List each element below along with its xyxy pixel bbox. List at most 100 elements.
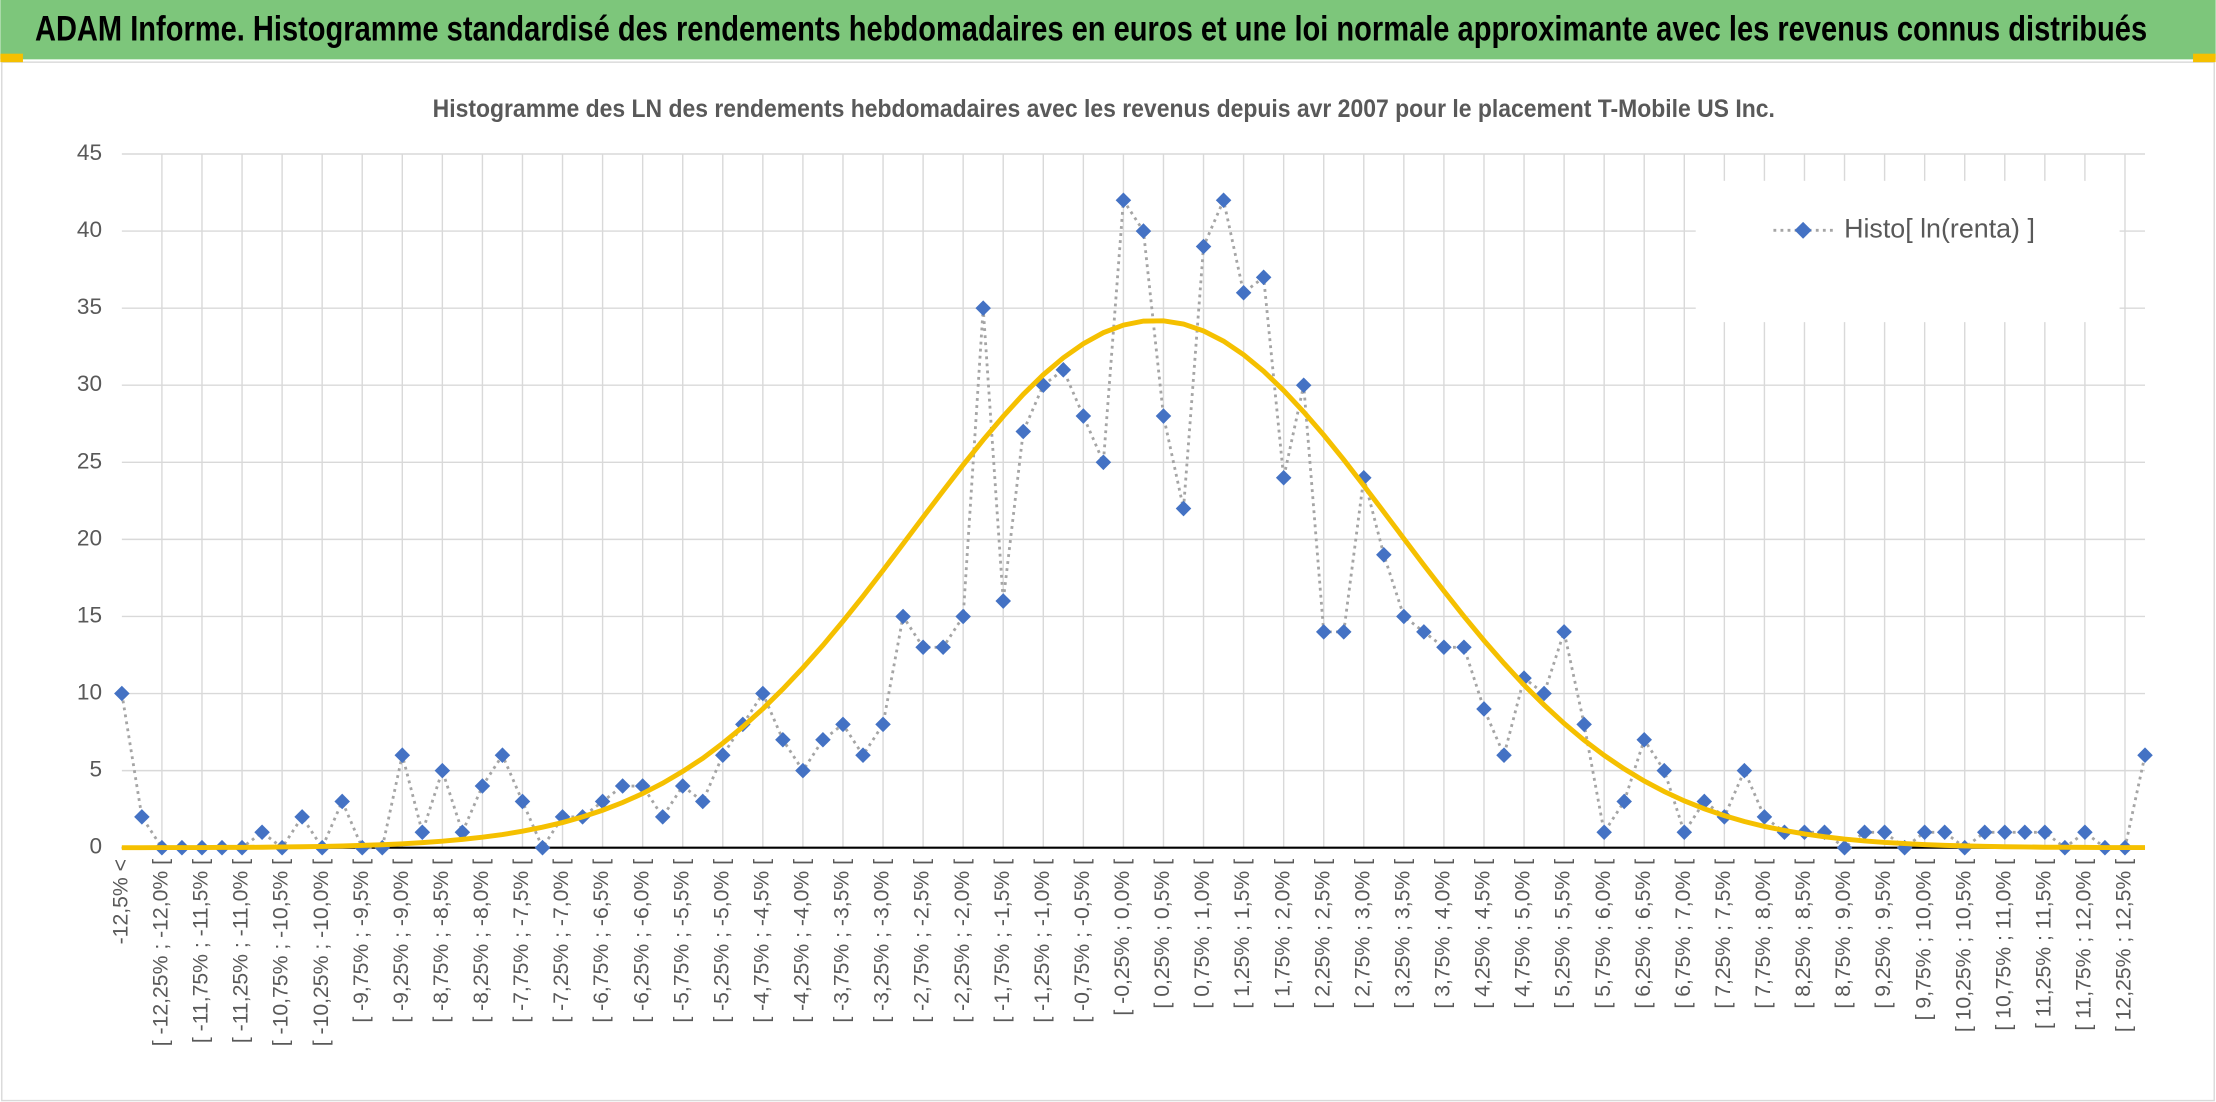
- x-tick-label: [ -7,75% ; -7,5% [: [510, 859, 533, 1023]
- corner: [2193, 53, 2216, 63]
- data-point: [2137, 747, 2153, 763]
- y-tick-label: 25: [77, 448, 102, 473]
- data-point: [2037, 824, 2053, 841]
- legend-label: Histo[ ln(renta) ]: [1844, 213, 2035, 243]
- x-tick-label: [ 3,25% ; 3,5% [: [1391, 859, 1414, 1009]
- data-point: [935, 639, 951, 656]
- data-point: [1376, 547, 1392, 563]
- y-tick-label: 10: [77, 680, 102, 705]
- data-point: [915, 639, 931, 656]
- chart-title: Histogramme des LN des rendements hebdom…: [433, 95, 1775, 123]
- data-point: [474, 778, 491, 794]
- data-point: [394, 747, 411, 763]
- data-point: [835, 716, 851, 733]
- x-tick-label: [ -4,75% ; -4,5% [: [750, 859, 773, 1023]
- data-point: [1115, 192, 1132, 209]
- header-title: ADAM Informe. Histogramme standardisé de…: [35, 9, 2147, 48]
- data-point: [875, 716, 891, 733]
- data-point: [134, 809, 150, 825]
- x-tick-label: [ 0,25% ; 0,5% [: [1151, 859, 1174, 1009]
- x-tick-label: [ -0,25% ; 0,0% [: [1111, 859, 1134, 1016]
- data-point: [534, 839, 551, 856]
- x-tick-label: [ 6,75% ; 7,0% [: [1672, 859, 1695, 1009]
- x-tick-label: [ 8,75% ; 9,0% [: [1832, 859, 1855, 1009]
- x-tick-label: [ -2,75% ; -2,5% [: [911, 859, 934, 1023]
- x-tick-label: [ 11,25% ; 11,5% [: [2032, 859, 2055, 1029]
- x-tick-label: [ 4,75% ; 5,0% [: [1512, 859, 1535, 1009]
- x-tick-label: [ 2,75% ; 3,0% [: [1351, 859, 1374, 1009]
- x-tick-label: [ -6,25% ; -6,0% [: [630, 859, 653, 1023]
- data-point: [855, 747, 871, 763]
- data-point: [1596, 824, 1612, 841]
- data-point: [1876, 824, 1893, 841]
- x-tick-label: [ -11,25% ; -11,0% [: [230, 859, 253, 1043]
- data-point: [1235, 284, 1252, 301]
- data-point: [1095, 454, 1112, 471]
- data-point: [114, 685, 130, 702]
- data-point: [1195, 238, 1212, 255]
- x-tick-label: [ -8,75% ; -8,5% [: [430, 859, 453, 1023]
- x-tick-label: [ 9,75% ; 10,0% [: [1912, 859, 1935, 1020]
- x-tick-label: [ -5,25% ; -5,0% [: [710, 859, 733, 1023]
- data-point: [1275, 469, 1292, 486]
- header-bar: [0, 0, 2216, 60]
- y-tick-label: 30: [77, 371, 102, 396]
- x-tick-label: [ -7,25% ; -7,0% [: [550, 859, 573, 1023]
- x-tick-label: [ 0,75% ; 1,0% [: [1191, 859, 1214, 1009]
- x-tick-label: [ -9,75% ; -9,5% [: [350, 859, 373, 1023]
- x-tick-label: [ 7,25% ; 7,5% [: [1712, 859, 1735, 1009]
- x-tick-label: [ -10,75% ; -10,5% [: [270, 859, 293, 1046]
- data-point: [694, 793, 711, 810]
- x-tick-label: [ 11,75% ; 12,0% [: [2073, 859, 2096, 1031]
- data-point: [895, 608, 911, 625]
- x-tick-label: [ 5,75% ; 6,0% [: [1592, 859, 1615, 1009]
- data-point: [995, 593, 1011, 609]
- x-tick-label: [ 4,25% ; 4,5% [: [1472, 859, 1495, 1009]
- corner: [0, 53, 23, 63]
- data-point: [1135, 223, 1152, 239]
- data-point: [1175, 500, 1192, 517]
- x-tick-label: [ 10,25% ; 10,5% [: [1952, 859, 1975, 1032]
- x-tick-label: [ 2,25% ; 2,5% [: [1311, 859, 1334, 1009]
- x-tick-label: [ 9,25% ; 9,5% [: [1872, 859, 1895, 1009]
- data-point: [1756, 809, 1773, 825]
- x-tick-label: [ -9,25% ; -9,0% [: [390, 859, 413, 1023]
- data-point: [1676, 824, 1693, 841]
- x-tick-label: [ -1,75% ; -1,5% [: [991, 859, 1014, 1023]
- data-point: [1976, 824, 1993, 841]
- y-tick-label: 15: [77, 602, 102, 627]
- data-point: [1916, 824, 1933, 841]
- data-point: [1856, 824, 1873, 841]
- data-point: [2077, 824, 2093, 841]
- data-point: [1576, 716, 1592, 733]
- x-tick-label: [ -8,25% ; -8,0% [: [470, 859, 493, 1023]
- x-tick-label: [ -5,75% ; -5,5% [: [670, 859, 693, 1023]
- data-point: [594, 793, 611, 810]
- x-tick-label: [ -0,75% ; -0,5% [: [1071, 859, 1094, 1023]
- x-tick-label: [ 7,75% ; 8,0% [: [1752, 859, 1775, 1009]
- x-tick-label: [ -4,25% ; -4,0% [: [791, 859, 814, 1023]
- x-tick-label: [ 6,25% ; 6,5% [: [1632, 859, 1655, 1009]
- data-point: [1015, 423, 1032, 440]
- data-point: [1536, 685, 1552, 702]
- x-tick-label: [ -2,25% ; -2,0% [: [951, 859, 974, 1023]
- data-point: [1436, 639, 1452, 656]
- data-point: [414, 824, 431, 841]
- data-point: [1476, 701, 1492, 717]
- data-point: [1836, 839, 1853, 856]
- data-point: [434, 762, 451, 779]
- x-tick-label: [ 1,25% ; 1,5% [: [1231, 859, 1254, 1009]
- normal-curve: [121, 318, 2146, 851]
- data-point: [494, 747, 511, 763]
- data-point: [1997, 824, 2013, 841]
- data-point: [1055, 362, 1072, 378]
- x-tick-label: [ 10,75% ; 11,0% [: [1992, 859, 2015, 1031]
- data-point: [975, 300, 991, 316]
- x-tick-label: -12,5% <: [109, 859, 132, 944]
- data-point: [1936, 824, 1953, 841]
- y-tick-label: 40: [77, 217, 102, 242]
- data-point: [1736, 762, 1753, 779]
- data-point: [1396, 608, 1412, 625]
- x-tick-label: [ -3,75% ; -3,5% [: [831, 859, 854, 1023]
